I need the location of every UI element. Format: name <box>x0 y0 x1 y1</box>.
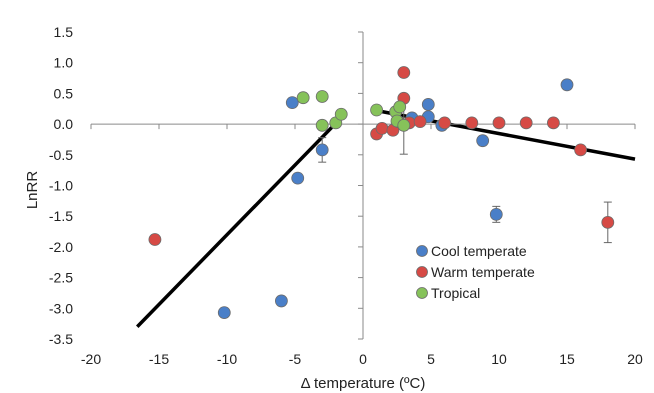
data-point-warm-temperate <box>465 116 479 130</box>
data-point-cool-temperate <box>489 207 503 221</box>
data-point-tropical <box>296 91 310 105</box>
data-point-cool-temperate <box>421 98 435 111</box>
data-point-warm-temperate <box>438 116 452 130</box>
y-tick-label: -3.0 <box>49 300 73 316</box>
x-tick-label: 0 <box>359 351 367 367</box>
x-tick-label: 20 <box>627 351 643 367</box>
legend: Cool temperate Warm temperate Tropical <box>416 243 535 301</box>
data-point-warm-temperate <box>148 233 162 246</box>
y-tick-label: -0.5 <box>49 147 73 163</box>
data-point-warm-temperate <box>574 143 587 157</box>
legend-marker-warm-temperate <box>416 266 428 278</box>
y-tick-label: 0.5 <box>54 85 74 101</box>
data-point-cool-temperate <box>291 171 305 185</box>
data-point-warm-temperate <box>492 116 506 130</box>
data-point-tropical <box>334 107 348 121</box>
data-point-warm-temperate <box>375 121 389 135</box>
y-tick-label: -2.5 <box>49 270 73 286</box>
x-tick-label: -10 <box>217 351 237 367</box>
legend-marker-tropical <box>416 287 428 299</box>
x-tick-label: -20 <box>81 351 101 367</box>
data-point-cool-temperate <box>274 294 288 308</box>
y-tick-label: -1.5 <box>49 208 73 224</box>
data-point-warm-temperate <box>397 66 411 79</box>
data-point-cool-temperate <box>285 96 299 110</box>
data-point-tropical <box>370 103 384 117</box>
x-tick-label: -15 <box>149 351 169 367</box>
y-tick-label: 1.5 <box>54 24 74 40</box>
data-point-warm-temperate <box>519 116 533 130</box>
x-tick-label: -5 <box>289 351 302 367</box>
data-point-warm-temperate <box>413 115 427 129</box>
x-axis-title: Δ temperature (ºC) <box>301 375 426 392</box>
data-point-cool-temperate <box>476 134 490 148</box>
y-tick-label: 1.0 <box>54 55 74 71</box>
data-point-tropical <box>315 118 329 132</box>
trend-lines <box>135 108 636 328</box>
trend-line <box>135 113 346 328</box>
legend-label-cool-temperate: Cool temperate <box>431 243 527 259</box>
x-tick-label: 15 <box>559 351 575 367</box>
axes <box>90 31 636 340</box>
data-point-cool-temperate <box>315 143 329 157</box>
y-tick-label: -1.0 <box>49 178 73 194</box>
y-axis-title: LnRR <box>24 171 41 210</box>
legend-marker-cool-temperate <box>416 245 428 257</box>
legend-label-tropical: Tropical <box>431 285 480 301</box>
y-tick-label: 0.0 <box>54 116 74 132</box>
legend-label-warm-temperate: Warm temperate <box>431 264 535 280</box>
x-tick-label: 5 <box>427 351 435 367</box>
data-points <box>148 66 615 319</box>
tick-labels: -20 -15 -10 -5 0 5 10 15 20 1.5 1.0 0.5 0.0 -0.5 -1.0 -… <box>49 24 643 367</box>
data-point-cool-temperate <box>217 306 231 319</box>
y-tick-label: -2.0 <box>49 239 73 255</box>
data-point-tropical <box>315 90 329 103</box>
x-tick-label: 10 <box>491 351 507 367</box>
data-point-warm-temperate <box>601 215 615 229</box>
data-point-tropical <box>397 118 411 132</box>
data-point-warm-temperate <box>547 116 560 130</box>
data-point-cool-temperate <box>560 78 574 92</box>
y-tick-label: -3.5 <box>49 331 73 347</box>
data-point-tropical <box>393 100 407 114</box>
